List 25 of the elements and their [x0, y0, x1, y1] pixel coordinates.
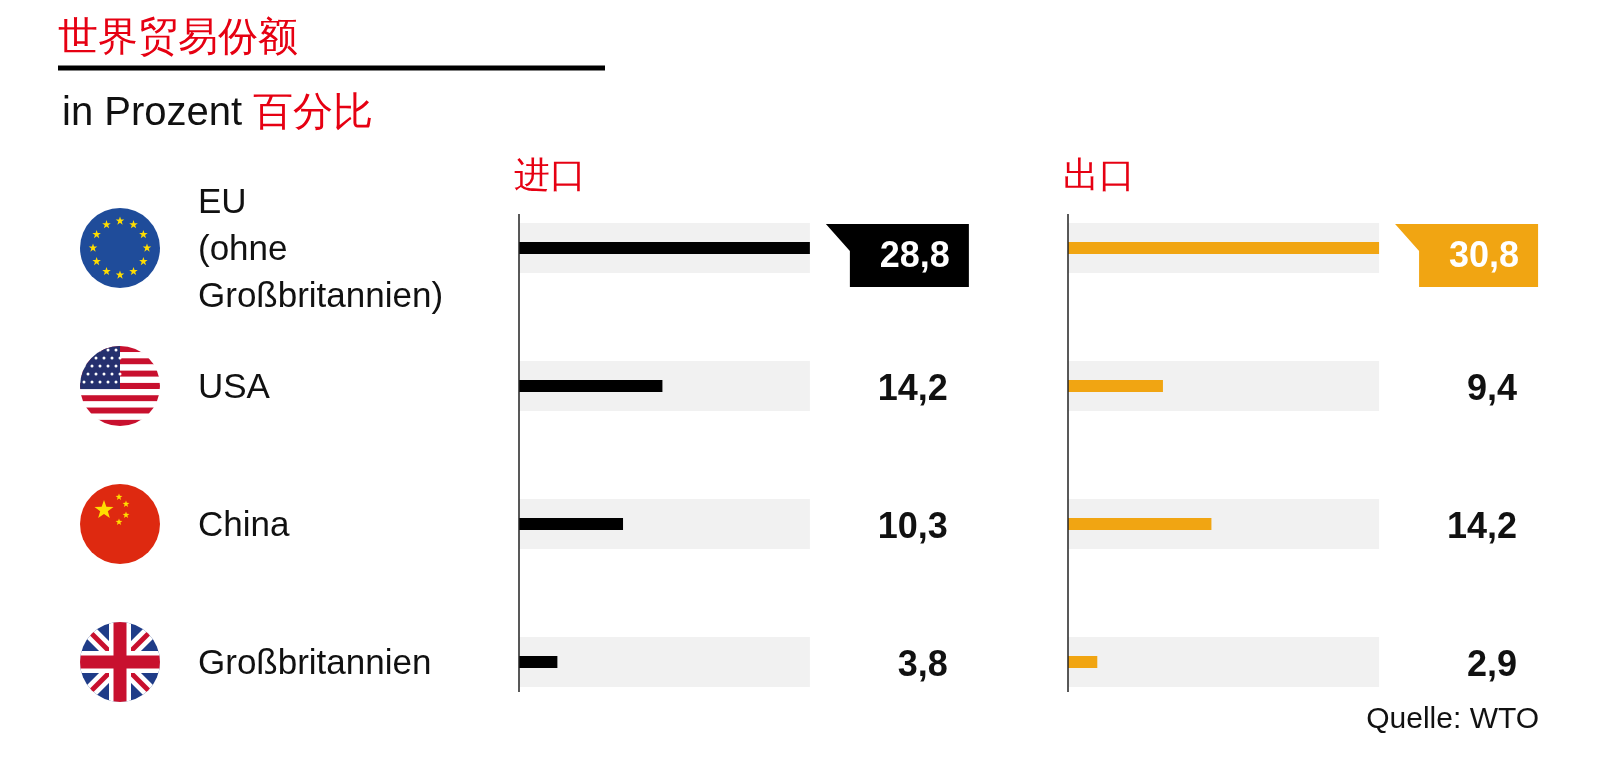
data-label: 30,8: [1449, 234, 1520, 275]
text: 世界贸易份额: [58, 14, 298, 58]
series-label: 进口: [514, 154, 586, 195]
bar: [519, 656, 558, 668]
y-tick-label: China: [198, 504, 290, 543]
bar: [519, 518, 624, 530]
bar: [1068, 380, 1163, 392]
bar: [519, 242, 810, 254]
data-label: 14,2: [877, 367, 948, 408]
data-label: 9,4: [1467, 367, 1518, 408]
data-label: 10,3: [877, 505, 948, 546]
data-label: 28,8: [879, 234, 950, 275]
source-note: Quelle: WTO: [1366, 701, 1540, 734]
bar: [519, 380, 663, 392]
data-label: 2,9: [1467, 643, 1518, 684]
data-label: 14,2: [1447, 505, 1518, 546]
y-tick-label: EU (ohne Großbritannien): [198, 181, 444, 314]
y-tick-label: USA: [198, 366, 271, 405]
bar: [1068, 242, 1380, 254]
bar: [1068, 518, 1212, 530]
bar: [1068, 656, 1098, 668]
chart-subtitle: in Prozent 百分比: [62, 89, 374, 133]
data-label: 3,8: [897, 643, 948, 684]
series-label: 出口: [1063, 154, 1135, 195]
y-tick-label: Großbritannien: [198, 642, 432, 681]
